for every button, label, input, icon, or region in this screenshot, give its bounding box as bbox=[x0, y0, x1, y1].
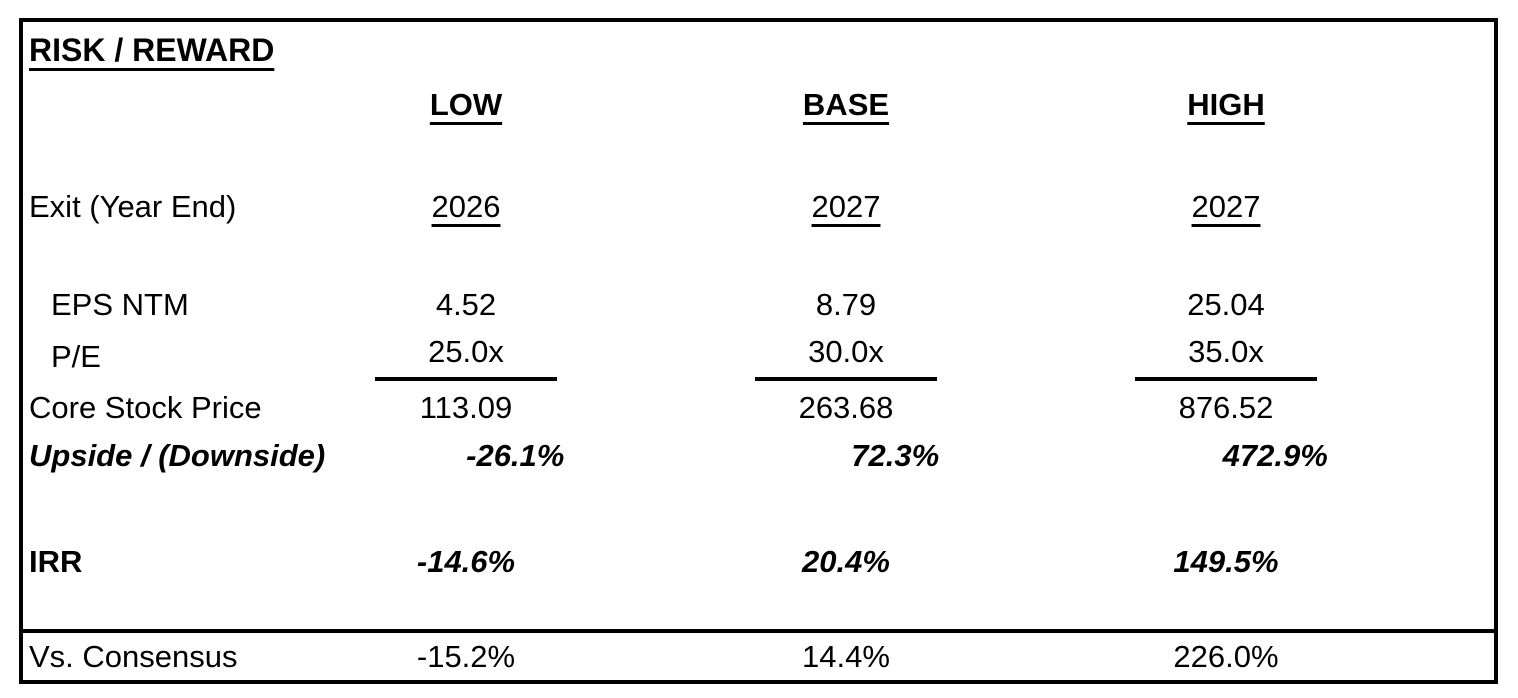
column-header-high-label: HIGH bbox=[1187, 87, 1265, 122]
upside-downside-label: Upside / (Downside) bbox=[29, 438, 326, 473]
pe-low-value: 25.0x bbox=[375, 334, 557, 381]
column-header-base-label: BASE bbox=[802, 87, 890, 122]
pe-low-cell: 25.0x bbox=[276, 334, 656, 381]
title-row: RISK / REWARD bbox=[23, 22, 1494, 78]
column-header-high: HIGH bbox=[1036, 87, 1416, 123]
column-header-row: LOW BASE HIGH bbox=[23, 78, 1494, 132]
exit-year-base-cell: 2027 bbox=[656, 189, 1036, 225]
column-header-low: LOW bbox=[276, 87, 656, 123]
page-title: RISK / REWARD bbox=[29, 31, 275, 68]
spacer-row bbox=[23, 132, 1494, 180]
column-header-base: BASE bbox=[656, 87, 1036, 123]
core-stock-price-label: Core Stock Price bbox=[29, 390, 262, 425]
eps-ntm-row: EPS NTM 4.52 8.79 25.04 bbox=[23, 280, 1494, 330]
core-stock-price-low-value: 113.09 bbox=[419, 390, 513, 425]
spacer-row bbox=[23, 586, 1494, 629]
irr-low-value: -14.6% bbox=[416, 544, 516, 579]
pe-high-cell: 35.0x bbox=[1036, 334, 1416, 381]
upside-downside-high-value: 472.9% bbox=[1222, 438, 1328, 473]
pe-base-value: 30.0x bbox=[755, 334, 937, 381]
title-cell: RISK / REWARD bbox=[23, 32, 276, 69]
eps-ntm-label: EPS NTM bbox=[51, 287, 189, 322]
core-stock-price-base-value: 263.68 bbox=[798, 390, 894, 425]
exit-year-low-value: 2026 bbox=[431, 189, 501, 224]
pe-base-cell: 30.0x bbox=[656, 334, 1036, 381]
spacer-row bbox=[23, 480, 1494, 538]
spacer-row bbox=[23, 234, 1494, 280]
exit-year-base-value: 2027 bbox=[811, 189, 881, 224]
column-header-low-label: LOW bbox=[429, 87, 503, 122]
core-stock-price-row: Core Stock Price 113.09 263.68 876.52 bbox=[23, 384, 1494, 432]
irr-row: IRR -14.6% 20.4% 149.5% bbox=[23, 538, 1494, 586]
vs-consensus-row: Vs. Consensus -15.2% 14.4% 226.0% bbox=[23, 629, 1494, 680]
upside-downside-row: Upside / (Downside) -26.1% 72.3% 472.9% bbox=[23, 432, 1494, 480]
eps-ntm-high-value: 25.04 bbox=[1187, 287, 1265, 322]
irr-base-value: 20.4% bbox=[802, 544, 890, 579]
pe-row: P/E 25.0x 30.0x 35.0x bbox=[23, 330, 1494, 384]
exit-year-low-cell: 2026 bbox=[276, 189, 656, 225]
exit-year-high-cell: 2027 bbox=[1036, 189, 1416, 225]
vs-consensus-low-value: -15.2% bbox=[416, 638, 516, 674]
vs-consensus-base-value: 14.4% bbox=[802, 638, 890, 674]
pe-label: P/E bbox=[51, 339, 101, 374]
vs-consensus-label: Vs. Consensus bbox=[29, 638, 238, 674]
irr-label: IRR bbox=[29, 544, 83, 579]
upside-downside-low-value: -26.1% bbox=[466, 438, 565, 473]
irr-high-value: 149.5% bbox=[1173, 544, 1279, 579]
exit-year-row: Exit (Year End) 2026 2027 2027 bbox=[23, 180, 1494, 234]
risk-reward-table: RISK / REWARD LOW BASE HIGH Exit (Year E… bbox=[19, 18, 1498, 684]
exit-year-label: Exit (Year End) bbox=[29, 189, 237, 224]
eps-ntm-low-value: 4.52 bbox=[435, 287, 497, 322]
exit-year-high-value: 2027 bbox=[1191, 189, 1261, 224]
pe-high-value: 35.0x bbox=[1135, 334, 1317, 381]
upside-downside-base-value: 72.3% bbox=[851, 438, 940, 473]
eps-ntm-base-value: 8.79 bbox=[815, 287, 877, 322]
core-stock-price-high-value: 876.52 bbox=[1178, 390, 1274, 425]
vs-consensus-high-value: 226.0% bbox=[1173, 638, 1279, 674]
